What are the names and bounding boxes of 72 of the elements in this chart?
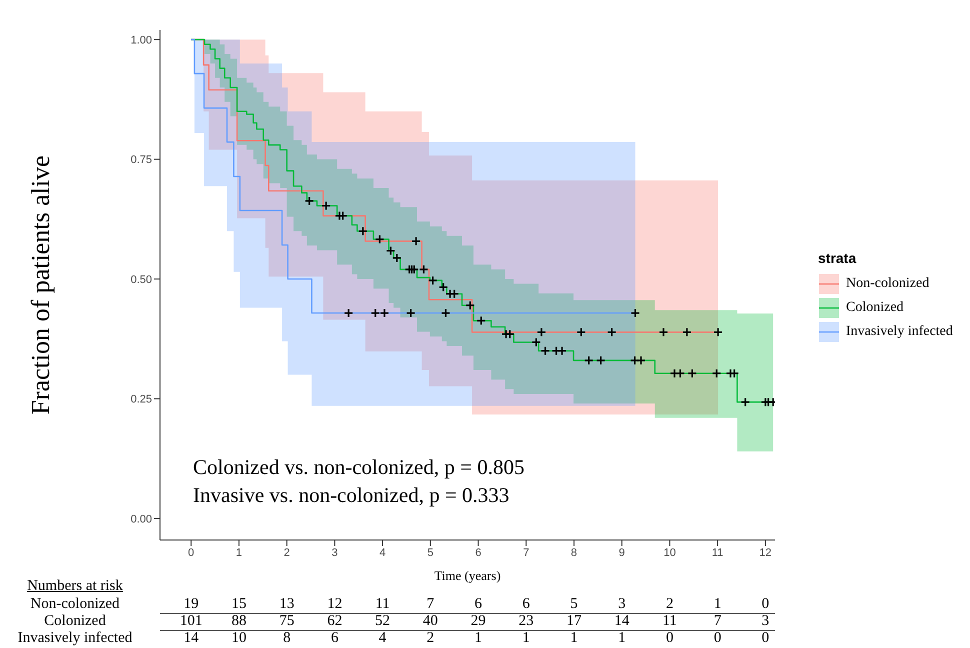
point — [630, 308, 640, 318]
point — [687, 368, 697, 378]
x-tick-label: 8 — [570, 546, 578, 559]
point — [465, 300, 475, 310]
x-tick-label: 11 — [712, 546, 724, 559]
point — [540, 346, 550, 356]
point — [712, 368, 722, 378]
annotation: Colonized vs. non-colonized, p = 0.805 — [193, 455, 524, 480]
point — [374, 234, 384, 244]
point — [505, 329, 515, 339]
point — [584, 356, 594, 366]
legend-label: Invasively infected — [846, 324, 953, 340]
y-tick-label: 0.75 — [130, 154, 152, 166]
point — [321, 200, 331, 211]
point — [358, 226, 368, 236]
point — [740, 397, 750, 407]
x-tick-label: 2 — [284, 546, 290, 559]
point — [658, 327, 668, 337]
point — [438, 282, 448, 292]
y-tick-label: 1.00 — [130, 34, 152, 46]
point — [406, 308, 416, 318]
point — [596, 356, 606, 366]
text: Non-colonized — [29, 596, 121, 613]
text: Colonized — [43, 613, 107, 630]
legend-label: Colonized — [846, 300, 904, 316]
point — [576, 327, 586, 337]
point — [370, 308, 380, 318]
text: 14 10 8 6 4 2 1 1 1 1 0 0 0 — [184, 630, 770, 646]
text: 19 15 13 12 11 7 6 6 5 3 2 1 0 — [184, 596, 770, 612]
x-tick-label: 6 — [475, 546, 482, 559]
point — [630, 356, 640, 366]
point — [557, 346, 567, 356]
legend-title: strata — [818, 250, 858, 266]
y-axis-title: Fraction of patients alive — [25, 155, 56, 415]
x-tick-label: 1 — [236, 546, 242, 559]
point — [607, 327, 617, 337]
point — [418, 264, 429, 274]
point — [304, 196, 314, 206]
point — [428, 276, 438, 286]
point — [380, 308, 390, 318]
point — [682, 327, 692, 337]
point — [344, 308, 354, 318]
text: Numbers at risk — [26, 578, 124, 595]
point — [440, 308, 451, 318]
point — [636, 356, 646, 366]
point — [392, 253, 402, 263]
x-tick-label: 3 — [332, 546, 338, 559]
y-tick-label: 0.00 — [130, 513, 152, 526]
x-tick-label: 0 — [188, 546, 194, 559]
legend-label: Non-colonized — [846, 276, 930, 292]
point — [409, 264, 419, 274]
point — [531, 337, 541, 348]
annotation: Invasive vs. non-colonized, p = 0.333 — [193, 483, 510, 508]
point — [730, 368, 740, 378]
x-tick-label: 5 — [427, 546, 434, 559]
text: 101 88 75 62 52 40 29 23 17 14 11 7 3 — [180, 613, 770, 629]
text: Invasively infected — [16, 630, 134, 647]
y-tick-label: 0.25 — [130, 394, 152, 406]
x-tick-label: 12 — [759, 546, 772, 559]
point — [450, 289, 460, 299]
y-tick-label: 0.50 — [130, 274, 152, 286]
point — [675, 368, 686, 378]
x-tick-label: 10 — [664, 546, 676, 559]
point — [713, 327, 723, 337]
x-tick-label: 4 — [379, 546, 386, 559]
point — [411, 236, 421, 246]
x-tick-label: 9 — [618, 546, 625, 559]
x-axis-title: Time (years) — [433, 568, 502, 584]
point — [386, 246, 396, 256]
x-tick-label: 7 — [523, 546, 530, 559]
point — [476, 316, 486, 326]
point — [536, 327, 546, 337]
